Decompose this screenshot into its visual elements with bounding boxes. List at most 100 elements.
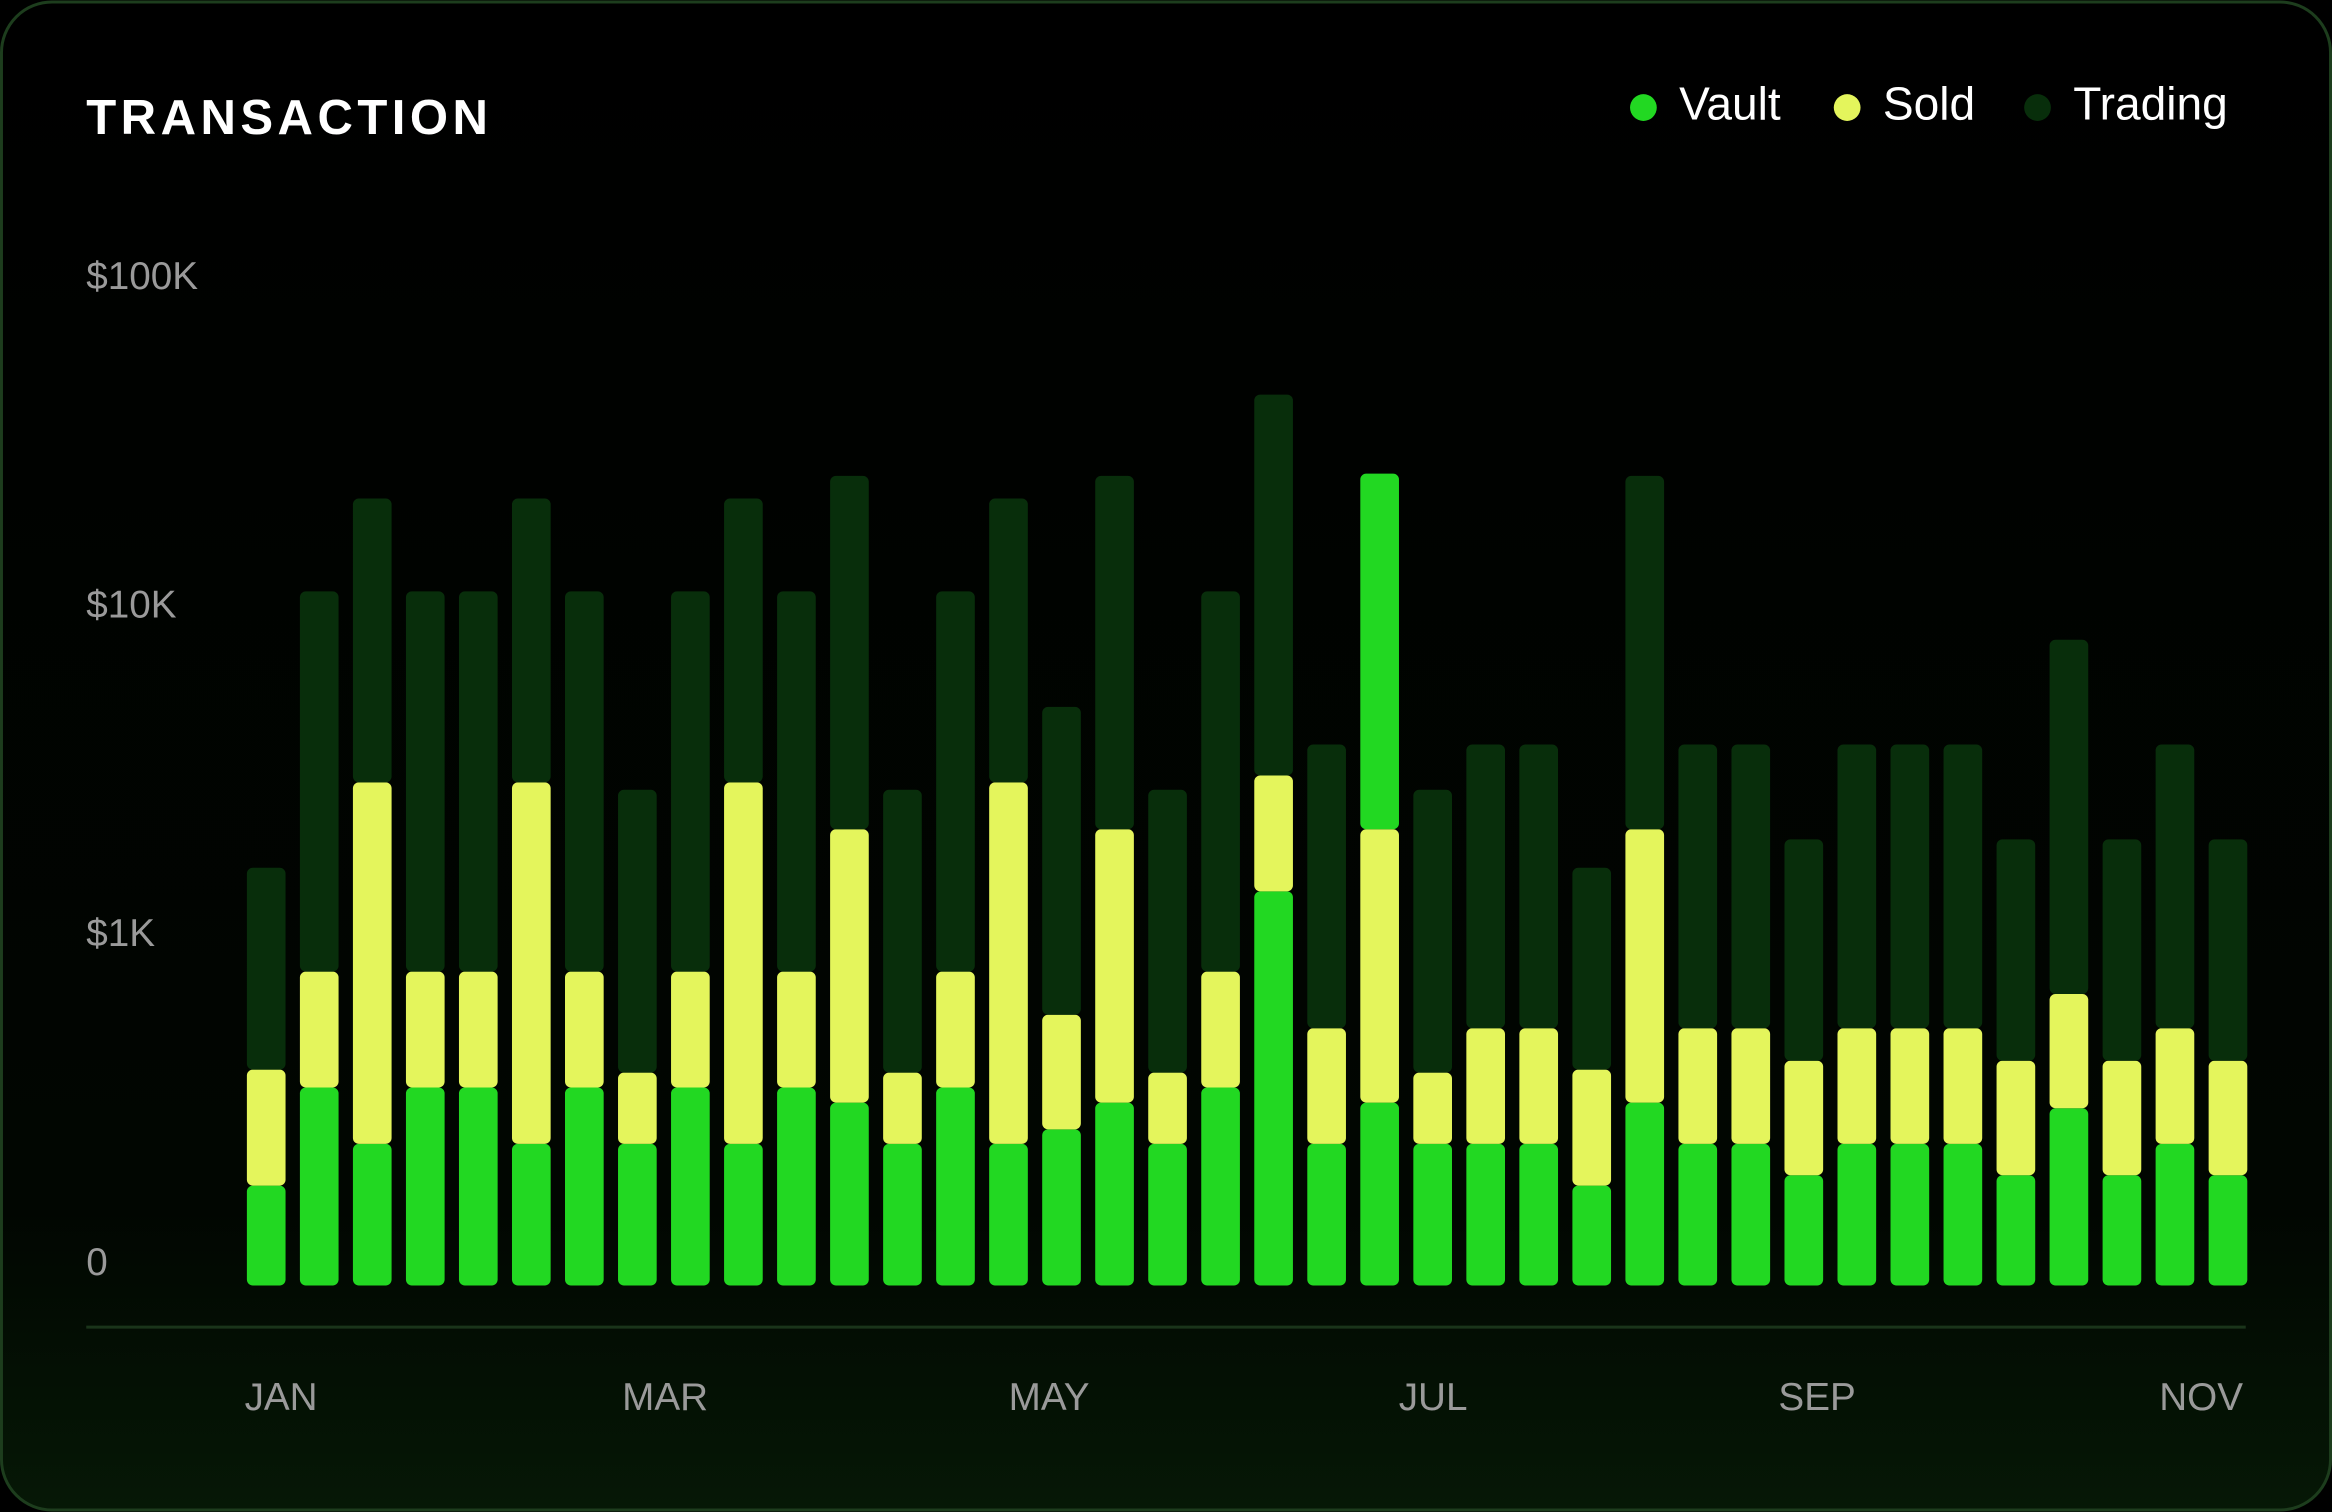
bar-segment: [1625, 475, 1665, 830]
x-axis-label: JUL: [1399, 1376, 1468, 1419]
bar-segment: [352, 1143, 392, 1286]
bar-segment: [2102, 1175, 2142, 1286]
bar-segment: [777, 1087, 816, 1286]
bar-segment: [1784, 1060, 1824, 1176]
bar-segment: [1890, 1028, 1930, 1144]
bar-segment: [565, 591, 604, 972]
bar-segment: [830, 475, 869, 830]
bar-segment: [883, 1143, 922, 1286]
bar-segment: [405, 591, 445, 972]
x-axis-label: MAR: [622, 1376, 708, 1419]
bar-segment: [724, 498, 763, 783]
bar-segment: [1413, 789, 1452, 1073]
bar-segment: [883, 1072, 922, 1144]
bar-segment: [299, 971, 339, 1088]
bar-segment: [1095, 829, 1134, 1103]
bar-segment: [1042, 1014, 1081, 1130]
bar-segment: [989, 782, 1028, 1144]
bar-segment: [458, 591, 498, 972]
bar-segment: [1784, 839, 1824, 1061]
bar-segment: [1784, 1175, 1824, 1286]
bar-segment: [1148, 789, 1187, 1073]
bar-segment: [1095, 1102, 1134, 1286]
bar-segment: [1360, 829, 1399, 1103]
bar-segment: [671, 971, 710, 1088]
bar-segment: [405, 971, 445, 1088]
bar-segment: [2155, 1028, 2195, 1144]
bar-segment: [989, 498, 1028, 783]
bar-segment: [1943, 744, 1983, 1029]
bar-segment: [1519, 744, 1559, 1029]
bar-segment: [936, 1087, 975, 1286]
bar-segment: [246, 1185, 286, 1286]
y-tick-label: $1K: [86, 912, 155, 955]
bar-segment: [1201, 1087, 1240, 1286]
legend-label: Sold: [1883, 78, 1975, 130]
bar-segment: [618, 1072, 657, 1144]
bar-segment: [2208, 839, 2248, 1061]
bar-segment: [1996, 839, 2036, 1061]
bar-segment: [1519, 1143, 1559, 1286]
bar-segment: [1572, 1185, 1612, 1286]
bar-segment: [2049, 1108, 2089, 1286]
bar-segment: [2155, 1143, 2195, 1286]
bar-segment: [671, 591, 710, 972]
bar-segment: [1466, 1028, 1506, 1144]
x-axis-label: SEP: [1778, 1376, 1855, 1419]
bar-segment: [936, 591, 975, 972]
bar-segment: [1837, 1143, 1877, 1286]
y-tick-label: $10K: [86, 583, 176, 626]
bar-segment: [1943, 1143, 1983, 1286]
bar-segment: [565, 1087, 604, 1286]
bar-segment: [1413, 1072, 1452, 1144]
bar-segment: [1678, 1143, 1718, 1286]
bar-segment: [1148, 1143, 1187, 1286]
bar-segment: [1731, 1143, 1771, 1286]
y-tick-label: 0: [86, 1241, 108, 1284]
legend-label: Vault: [1679, 78, 1781, 130]
bar-segment: [1731, 1028, 1771, 1144]
legend-label: Trading: [2073, 78, 2228, 130]
bar-segment: [1307, 744, 1346, 1029]
bar-segment: [1413, 1143, 1452, 1286]
bar-segment: [618, 1143, 657, 1286]
x-axis-label: NOV: [2159, 1376, 2243, 1419]
bar-segment: [1201, 971, 1240, 1088]
bar-segment: [246, 867, 286, 1070]
bar-segment: [2155, 744, 2195, 1029]
bar-segment: [1360, 473, 1399, 830]
bar-segment: [2208, 1175, 2248, 1286]
legend-swatch: [2024, 94, 2051, 121]
bar-segment: [1148, 1072, 1187, 1144]
bar-segment: [565, 971, 604, 1088]
bar-segment: [299, 1087, 339, 1286]
x-axis-label: JAN: [245, 1376, 318, 1419]
bar-segment: [1307, 1143, 1346, 1286]
bar-segment: [1254, 394, 1293, 776]
bar-segment: [246, 1069, 286, 1186]
bar-segment: [1254, 891, 1293, 1286]
bar-segment: [1678, 744, 1718, 1029]
bar-segment: [1572, 1069, 1612, 1186]
bar-segment: [1837, 1028, 1877, 1144]
bar-segment: [1996, 1175, 2036, 1286]
bar-segment: [1307, 1028, 1346, 1144]
bar-segment: [2102, 1060, 2142, 1176]
bar-segment: [511, 498, 551, 783]
bar-segment: [1890, 1143, 1930, 1286]
bar-segment: [1890, 744, 1930, 1029]
bar-segment: [1519, 1028, 1559, 1144]
x-axis-label: MAY: [1009, 1376, 1090, 1419]
bar-segment: [1943, 1028, 1983, 1144]
bar-segment: [1678, 1028, 1718, 1144]
bar-segment: [724, 1143, 763, 1286]
bar-segment: [299, 591, 339, 972]
bar-segment: [352, 498, 392, 783]
bar-segment: [511, 782, 551, 1144]
bar-segment: [724, 782, 763, 1144]
bar-segment: [671, 1087, 710, 1286]
bar-segment: [405, 1087, 445, 1286]
bar-segment: [936, 971, 975, 1088]
bar-segment: [1625, 1102, 1665, 1286]
